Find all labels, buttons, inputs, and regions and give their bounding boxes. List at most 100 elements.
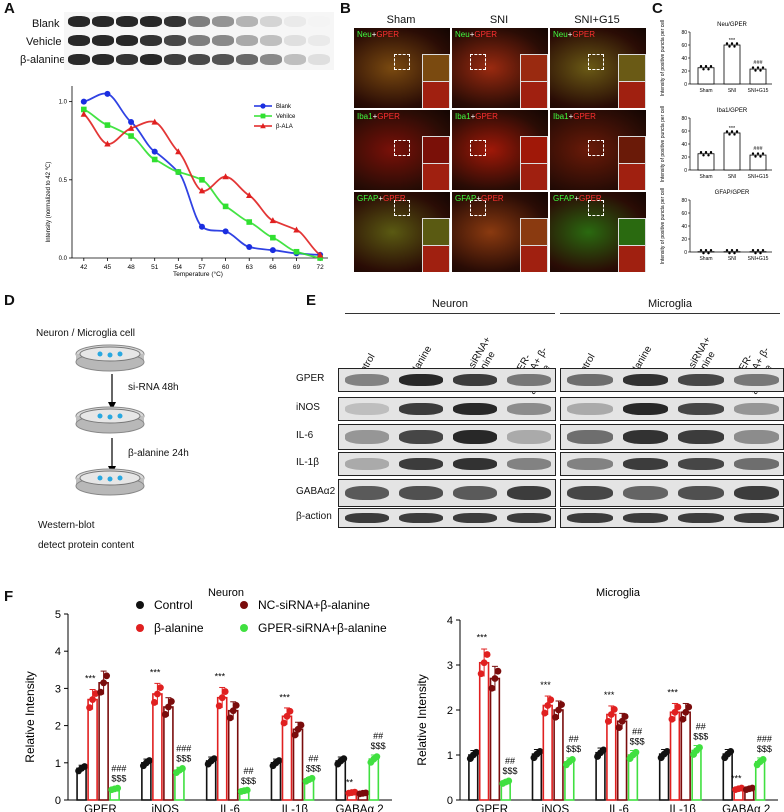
chart-a-xtick-label: 57 — [198, 264, 206, 271]
blot-band — [678, 512, 724, 524]
grouped-ytick-label: 5 — [55, 609, 61, 621]
puncta-dot — [754, 155, 757, 158]
blot-band — [68, 16, 90, 27]
dish-3-icon — [75, 468, 145, 496]
significance-mark: ### — [753, 146, 763, 152]
grouped-ytick-label: 4 — [447, 615, 453, 627]
fluorescence-image: GFAP+GPER — [354, 192, 450, 272]
data-dot — [156, 684, 164, 692]
chart-a-xtick-label: 51 — [151, 264, 159, 271]
puncta-ytick-label: 0 — [684, 168, 687, 174]
marker-name: Iba1 — [357, 112, 373, 121]
panel-label-b: B — [340, 0, 351, 17]
protein-label: GABAα2 — [296, 486, 336, 497]
data-point — [293, 248, 300, 255]
data-dot — [541, 709, 549, 717]
puncta-dot — [733, 251, 736, 255]
puncta-dot — [704, 65, 708, 68]
data-point — [104, 122, 111, 128]
data-point — [246, 192, 253, 199]
data-bar — [691, 749, 702, 801]
significance-mark: $$$ — [757, 744, 772, 754]
data-dot — [308, 774, 316, 782]
blot-band — [260, 16, 282, 27]
data-dot — [340, 755, 348, 762]
data-dot — [748, 784, 756, 792]
puncta-ylabel: Intensity of positive puncta per cell — [660, 20, 666, 96]
grouped-chart-title: Microglia — [596, 587, 641, 599]
data-dot — [480, 659, 488, 667]
col-head-sni-g15: SNI+G15 — [574, 14, 620, 26]
significance-mark: *** — [540, 680, 551, 690]
grouped-chart-1: Microglia 0 1 2 3 4 Relative Intensity GPER *** #… — [415, 587, 778, 812]
data-bar — [281, 715, 293, 801]
data-dot — [663, 747, 671, 755]
data-point — [151, 156, 158, 163]
blot-band — [567, 373, 613, 387]
legend-dot — [136, 601, 144, 609]
puncta-dot — [756, 248, 760, 252]
marker-name: GFAP — [553, 194, 575, 203]
data-dot — [632, 748, 640, 756]
data-dot — [145, 757, 153, 764]
zoom-inset — [618, 54, 646, 82]
grouped-ylabel: Relative Intensity — [415, 674, 429, 765]
marker-name: GFAP — [357, 194, 379, 203]
blot-band — [188, 16, 210, 27]
blot-strip — [560, 508, 784, 528]
blot-band — [284, 54, 306, 65]
blot-band — [507, 485, 551, 501]
blot-strip — [338, 479, 556, 507]
blot-strip — [338, 397, 556, 421]
blot-band — [212, 54, 234, 65]
blot-band — [236, 16, 258, 27]
puncta-dot — [761, 248, 765, 252]
puncta-dot — [733, 45, 736, 48]
blot-label-vehicle: Vehicle — [26, 36, 62, 48]
data-bar — [87, 698, 98, 801]
data-bar — [680, 711, 691, 801]
blot-band — [260, 54, 282, 65]
data-point — [222, 173, 229, 180]
blot-band — [733, 512, 779, 524]
legend-marker — [260, 103, 266, 109]
data-point — [293, 226, 300, 233]
data-point — [317, 255, 323, 261]
data-dot — [97, 688, 105, 696]
puncta-dot — [754, 69, 757, 72]
zoom-inset — [618, 245, 646, 272]
zoom-inset — [618, 163, 646, 190]
protein-label: IL-6 — [296, 430, 314, 441]
blot-band — [567, 402, 613, 416]
blot-band — [507, 402, 551, 416]
legend-label: NC-siRNA+β-alanine — [258, 598, 370, 612]
zoom-inset — [422, 54, 450, 82]
fluorescence-image: Neu+GPER — [452, 28, 548, 108]
data-dot — [483, 651, 491, 658]
puncta-dot — [730, 42, 734, 45]
blot-band — [260, 35, 282, 46]
significance-mark: ### — [753, 60, 763, 66]
legend-label: Blank — [276, 104, 292, 110]
stain-label: Neu+GPER — [553, 30, 595, 39]
data-dot — [727, 747, 735, 755]
puncta-ytick-label: 20 — [681, 237, 687, 243]
puncta-dot — [759, 251, 762, 255]
data-dot — [229, 707, 237, 715]
data-dot — [297, 721, 305, 729]
data-dot — [682, 708, 690, 716]
marker-name: Neu — [357, 30, 372, 39]
puncta-ytick-label: 0 — [684, 250, 687, 256]
data-point — [175, 148, 182, 155]
significance-mark: *** — [729, 126, 736, 132]
data-bar — [478, 661, 490, 801]
puncta-chart-title: Neu/GPER — [717, 22, 747, 28]
data-dot — [488, 684, 496, 692]
blot-strip — [338, 368, 556, 392]
significance-mark: ## — [696, 722, 706, 732]
blot-band — [116, 35, 138, 46]
chart-a-xtick-label: 45 — [104, 264, 112, 271]
zoom-region-box — [470, 200, 486, 216]
puncta-chart-title: GFAP/GPER — [715, 190, 750, 196]
puncta-dot — [751, 66, 755, 69]
